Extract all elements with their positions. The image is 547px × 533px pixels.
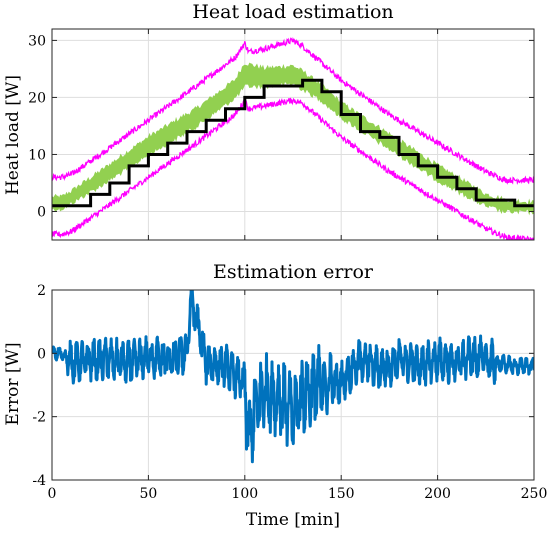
x-tick-label: 100	[231, 486, 258, 502]
series-clip-group	[52, 290, 534, 464]
heat-load-axes-box	[51, 28, 535, 241]
lower-bound-line	[52, 97, 534, 240]
y-tick-label: 20	[28, 90, 46, 106]
y-tick-label: 2	[37, 283, 46, 299]
y-tick-label: 10	[28, 147, 46, 163]
error-title: Estimation error	[213, 261, 374, 283]
heat-load-ticks: 0 10 20 30	[28, 29, 535, 240]
error-line	[52, 290, 534, 464]
error-series	[52, 290, 534, 464]
y-tick-label: 0	[37, 346, 46, 362]
x-tick-label: 150	[328, 486, 355, 502]
true-heat-load-line	[52, 78, 534, 208]
error-xlabel: Time [min]	[246, 510, 340, 530]
x-tick-label: 0	[48, 486, 57, 502]
x-tick-label: 200	[424, 486, 451, 502]
error-ticks: 0 50 100 150 200 250 -4 -2 0 2	[32, 283, 547, 502]
error-grid	[51, 289, 535, 481]
error-ylabel: Error [W]	[3, 342, 23, 425]
heat-load-panel: Heat load estimation Heat load [W] 0 10 20…	[3, 1, 535, 241]
series-clip-group	[52, 36, 534, 240]
heat-load-grid	[51, 29, 535, 240]
upper-bound-line	[52, 36, 534, 185]
heat-load-title: Heat load estimation	[192, 1, 393, 23]
y-tick-label: -4	[32, 473, 46, 489]
heat-load-series	[52, 36, 534, 240]
error-axes-box	[51, 289, 535, 481]
heat-load-ylabel: Heat load [W]	[3, 75, 23, 195]
x-tick-label: 250	[521, 486, 547, 502]
y-tick-label: -2	[32, 410, 46, 426]
x-tick-label: 50	[139, 486, 157, 502]
y-tick-label: 30	[28, 33, 46, 49]
error-panel: Estimation error Error [W] Time [min] 0 5…	[3, 261, 547, 530]
y-tick-label: 0	[37, 204, 46, 220]
